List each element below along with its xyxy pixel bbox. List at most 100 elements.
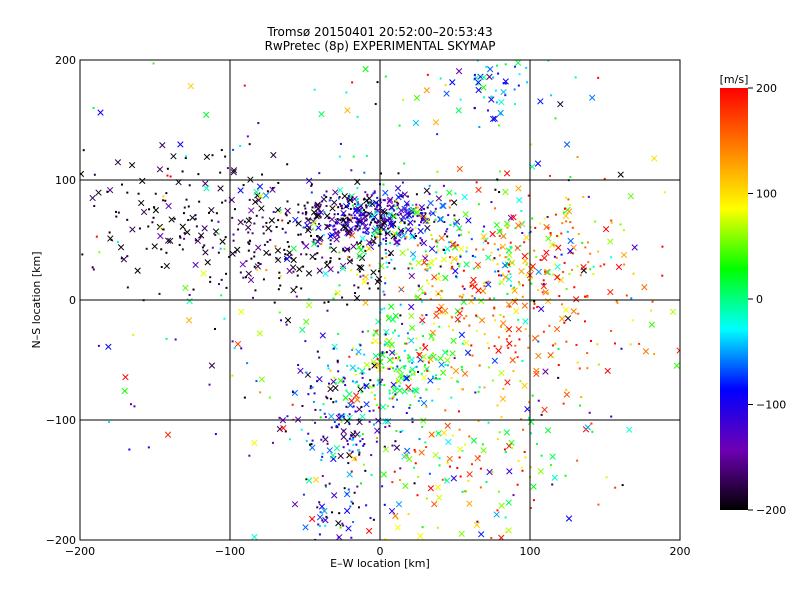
scatter-point-dot [132,333,135,336]
scatter-point-dot [486,109,489,112]
scatter-point-dot [415,206,418,209]
scatter-point-dot [217,232,220,235]
scatter-point-dot [376,204,379,207]
scatter-point-dot [279,275,282,278]
scatter-point-dot [93,205,96,208]
scatter-point-cross [505,326,513,333]
scatter-point-dot [384,425,387,428]
scatter-point-cross [89,194,96,202]
scatter-point-dot [355,353,358,356]
scatter-point-cross [296,266,303,273]
scatter-point-dot [310,443,313,446]
scatter-point-dot [350,470,353,473]
scatter-point-cross [251,533,258,540]
scatter-point-dot [365,504,368,507]
scatter-point-dot [209,280,212,283]
scatter-point-cross [255,197,262,204]
scatter-point-dot [339,526,342,529]
scatter-point-dot [369,517,372,520]
scatter-point-dot [401,429,404,432]
scatter-point-dot [219,247,222,250]
scatter-point-cross [341,192,348,200]
scatter-point-dot [183,237,186,240]
scatter-point-dot [583,295,586,298]
scatter-point-cross [419,317,426,324]
scatter-point-dot [319,511,322,514]
scatter-point-dot [502,387,505,390]
scatter-point-cross [452,367,460,375]
scatter-point-dot [530,299,533,302]
scatter-point-cross [321,507,328,515]
scatter-point-cross [466,500,473,507]
scatter-point-dot [504,516,507,519]
scatter-point-dot [336,359,339,362]
scatter-point-cross [404,447,411,454]
scatter-point-cross [318,111,325,118]
scatter-point-dot [663,191,666,194]
scatter-point-cross [159,142,166,149]
scatter-point-dot [482,238,485,241]
scatter-point-dot [304,207,307,210]
scatter-point-dot [476,520,479,523]
scatter-point-cross [290,287,297,294]
scatter-point-dot [431,259,434,262]
scatter-point-cross [438,216,445,223]
scatter-point-dot [424,292,427,295]
scatter-point-cross [388,349,396,356]
scatter-point-cross [365,245,373,252]
scatter-point-dot [500,416,503,419]
scatter-point-cross [284,317,292,324]
scatter-point-dot [95,235,98,238]
scatter-point-cross [403,375,411,382]
scatter-point-dot [440,310,443,313]
scatter-point-dot [353,214,356,217]
scatter-point-dot [120,257,123,260]
scatter-point-dot [432,338,435,341]
scatter-point-dot [584,246,587,249]
scatter-point-cross [553,325,561,333]
scatter-point-dot [449,223,452,226]
scatter-point-dot [436,241,439,244]
scatter-point-dot [253,251,256,254]
scatter-point-cross [203,111,210,118]
scatter-point-cross [410,206,417,214]
scatter-point-dot [525,66,528,69]
scatter-point-cross [641,284,648,291]
scatter-point-dot [502,82,505,85]
scatter-point-cross [580,264,587,271]
scatter-point-dot [411,373,414,376]
scatter-point-dot [412,215,415,218]
scatter-point-cross [434,484,442,491]
scatter-point-cross [386,356,394,364]
scatter-point-cross [305,227,312,234]
scatter-point-dot [341,296,344,299]
scatter-point-dot [319,416,322,419]
scatter-point-dot [441,290,444,293]
scatter-point-dot [488,297,491,300]
scatter-point-dot [460,233,463,236]
scatter-point-dot [467,479,470,482]
scatter-point-cross [328,216,336,223]
scatter-point-dot [307,432,310,435]
scatter-point-dot [395,207,398,210]
scatter-point-dot [566,230,569,233]
scatter-point-cross [449,79,456,86]
scatter-point-cross [488,96,495,103]
scatter-point-dot [387,422,390,425]
scatter-point-cross [337,377,344,384]
scatter-point-dot [597,503,600,506]
scatter-point-dot [535,255,538,258]
scatter-point-cross [165,202,172,210]
scatter-point-cross [480,74,487,81]
scatter-point-dot [374,221,377,224]
scatter-point-dot [505,338,508,341]
scatter-point-dot [415,203,418,206]
scatter-point-dot [326,442,329,445]
scatter-point-dot [97,344,100,347]
scatter-point-dot [493,345,496,348]
scatter-point-dot [476,83,479,86]
scatter-point-cross [530,483,537,490]
scatter-point-cross [352,392,360,399]
scatter-point-dot [278,416,281,419]
